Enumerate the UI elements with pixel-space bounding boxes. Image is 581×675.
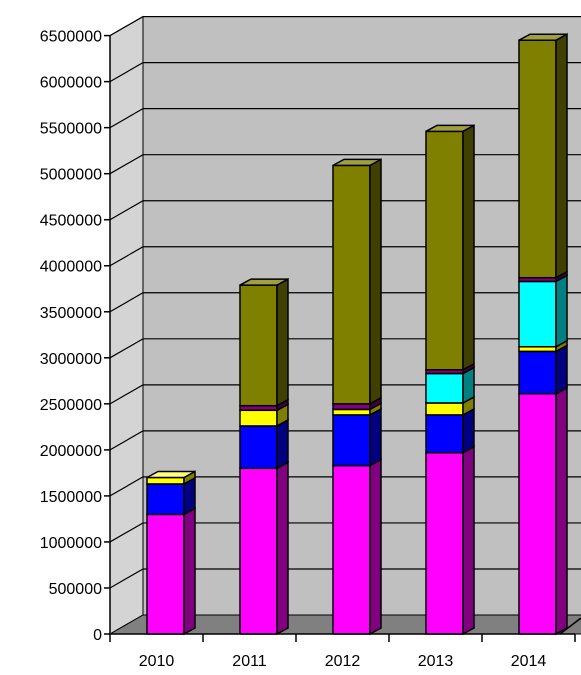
y-tick-label: 4000000 [40,259,102,276]
bar-segment [332,458,382,636]
bar-segment-front [425,372,464,404]
bar-segment [332,407,382,467]
bar-segment-front [518,350,557,395]
bar-segment-side [369,158,382,406]
bar-segment [518,32,568,279]
bar-segment-top [332,158,382,167]
bar-segment [425,407,475,454]
bar-segment-side [462,124,475,372]
bar-segment-side [555,274,568,349]
bar-segment-front [332,403,371,411]
axes [104,34,581,642]
x-tick-label: 2011 [232,653,267,670]
side-wall [109,15,144,635]
x-axis-depth-line [559,617,581,635]
bar-segment-front [332,164,371,405]
bar-segment [332,158,382,406]
bar-segment-side [555,386,568,636]
bar-segment [239,277,289,407]
bar-segment-side [555,344,568,395]
bar-segment [518,274,568,349]
bar-segment-front [239,284,278,407]
bar-segment-front [332,464,371,635]
bar-segment-top [146,470,196,479]
bar-segment-side [462,407,475,454]
gridline [109,108,581,129]
bar-segment-side [276,418,289,470]
bar-segment-side [462,445,475,636]
bar-segment-top [239,278,289,286]
y-tick-label: 2000000 [40,443,102,460]
bar-segment [425,124,475,372]
bar-segment [146,507,196,636]
bar-segment-front [239,467,278,635]
bar-segment [518,386,568,636]
bar-segment [239,461,289,636]
x-axis-tick-labels: 2010 2011 2012 2013 2014 [139,653,547,670]
bar-segment [239,418,289,470]
y-tick-label: 3000000 [40,351,102,368]
bar-segment-front [146,513,185,635]
y-tick-label: 5000000 [40,167,102,184]
bar-segment-front [425,130,464,371]
bar-segment-front [239,425,278,470]
bar-segment-side [369,407,382,467]
bar-segment-front [332,414,371,467]
y-tick-label: 3500000 [40,305,102,322]
bar-segment-side [276,277,289,407]
bar-segment-side [369,458,382,636]
x-tick-label: 2010 [139,653,175,670]
bar-segment-front [332,408,371,416]
bar-segment-front [518,280,557,348]
bar-segment-front [518,39,557,279]
x-tick-label: 2012 [325,653,361,670]
bars [146,32,568,636]
bar-segment-side [276,461,289,636]
bar-segment [425,445,475,636]
bar-segment [518,344,568,395]
bar-segment-front [239,409,278,427]
bar-segment-front [425,414,464,454]
bar-segment-side [183,507,196,636]
bar-segment-side [555,32,568,279]
y-tick-label: 1500000 [40,489,102,506]
gridline [109,62,581,83]
bar-segment-front [146,476,185,485]
bar-segment [146,470,196,486]
bar-segment-top [518,33,568,41]
x-tick-label: 2014 [511,653,547,670]
bar-segment-front [425,451,464,635]
bar-segment-front [146,483,185,516]
y-tick-label: 2500000 [40,397,102,414]
y-tick-label: 6500000 [40,29,102,46]
x-tick-label: 2013 [418,653,454,670]
y-tick-label: 6000000 [40,75,102,92]
y-axis-tick-labels: 0 500000 1000000 1500000 2000000 2500000 30000… [40,29,102,644]
bar-segment-front [518,392,557,635]
bar-segment-front [425,402,464,416]
y-tick-label: 0 [93,627,102,644]
y-tick-label: 4500000 [40,213,102,230]
y-tick-label: 1000000 [40,535,102,552]
gridline [109,15,581,37]
y-tick-label: 5500000 [40,121,102,138]
bar-segment-top [425,124,475,133]
y-tick-label: 500000 [49,581,102,598]
